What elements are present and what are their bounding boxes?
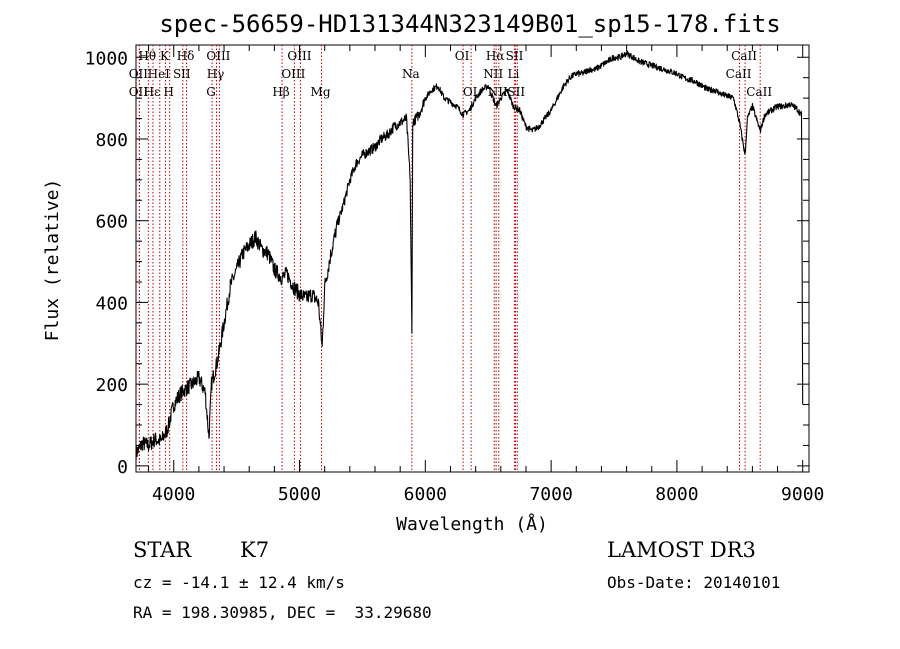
spectral-line-label: OII — [129, 67, 149, 81]
y-tick-label: 800 — [95, 130, 128, 151]
spectral-line-label: SII — [506, 49, 524, 63]
y-tick-label: 200 — [95, 375, 128, 396]
spectral-line-label: CaII — [731, 49, 757, 63]
object-class: STAR — [133, 538, 192, 562]
spectral-line-label: SII — [507, 85, 525, 99]
y-tick-label: 600 — [95, 212, 128, 233]
spectral-line-label: SII — [173, 67, 191, 81]
spectral-line-label: Na — [402, 67, 420, 81]
spectral-line-label: Hα — [486, 49, 505, 63]
x-tick-label: 6000 — [404, 484, 447, 505]
spectrum-chart: spec-56659-HD131344N323149B01_sp15-178.f… — [42, 10, 824, 535]
y-tick-label: 1000 — [85, 48, 128, 69]
survey-name: LAMOST DR3 — [607, 538, 756, 562]
spectral-line-label: Hδ — [177, 49, 195, 63]
object-subclass: K7 — [240, 538, 270, 562]
spectral-line-label: H — [163, 85, 173, 99]
spectral-line-label: Hθ — [138, 49, 156, 63]
spectral-line-label: Hε — [144, 85, 161, 99]
x-tick-label: 5000 — [278, 484, 321, 505]
spectral-line-label: OIII — [281, 67, 305, 81]
spectral-line-label: HeI — [148, 67, 171, 81]
spectral-line-label: Hγ — [207, 67, 225, 81]
spectral-line-label: Mg — [311, 85, 331, 99]
x-axis-label: Wavelength (Å) — [396, 513, 548, 535]
spectral-line-label: Hβ — [272, 85, 289, 99]
x-tick-label: 4000 — [152, 484, 195, 505]
spectral-line-label: NII — [483, 67, 503, 81]
spectral-line-label: OII — [129, 85, 149, 99]
redshift-cz: cz = -14.1 ± 12.4 km/s — [133, 573, 345, 592]
spectral-line-label: OI — [455, 49, 470, 63]
observation-date: Obs-Date: 20140101 — [607, 573, 781, 592]
plot-frame — [135, 44, 810, 473]
spectral-line-label: K — [160, 49, 170, 63]
y-tick-label: 400 — [95, 293, 128, 314]
y-axis-label: Flux (relative) — [42, 179, 63, 342]
x-tick-label: 7000 — [529, 484, 572, 505]
spectral-line-label: Li — [507, 67, 519, 81]
spectral-line-label: G — [206, 85, 216, 99]
spectral-line-label: CaII — [746, 85, 772, 99]
flux-series-line — [135, 50, 804, 462]
spectral-line-label: OI — [463, 85, 478, 99]
chart-title: spec-56659-HD131344N323149B01_sp15-178.f… — [159, 10, 780, 38]
y-tick-label: 0 — [117, 457, 128, 478]
ra-dec-coordinates: RA = 198.30985, DEC = 33.29680 — [133, 603, 432, 622]
spectral-line-label: CaII — [726, 67, 752, 81]
x-tick-label: 9000 — [781, 484, 824, 505]
x-tick-label: 8000 — [655, 484, 698, 505]
spectral-line-label: OIII — [206, 49, 230, 63]
